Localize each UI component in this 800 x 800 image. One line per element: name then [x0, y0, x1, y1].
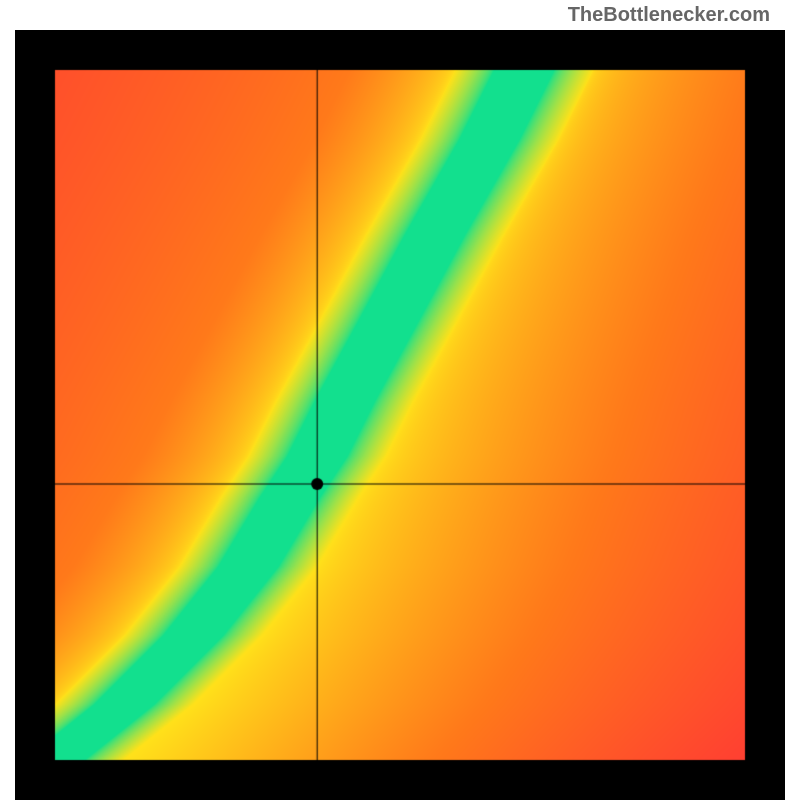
heatmap-canvas — [15, 30, 785, 800]
bottleneck-heatmap — [15, 30, 785, 800]
watermark: TheBottlenecker.com — [0, 0, 800, 30]
